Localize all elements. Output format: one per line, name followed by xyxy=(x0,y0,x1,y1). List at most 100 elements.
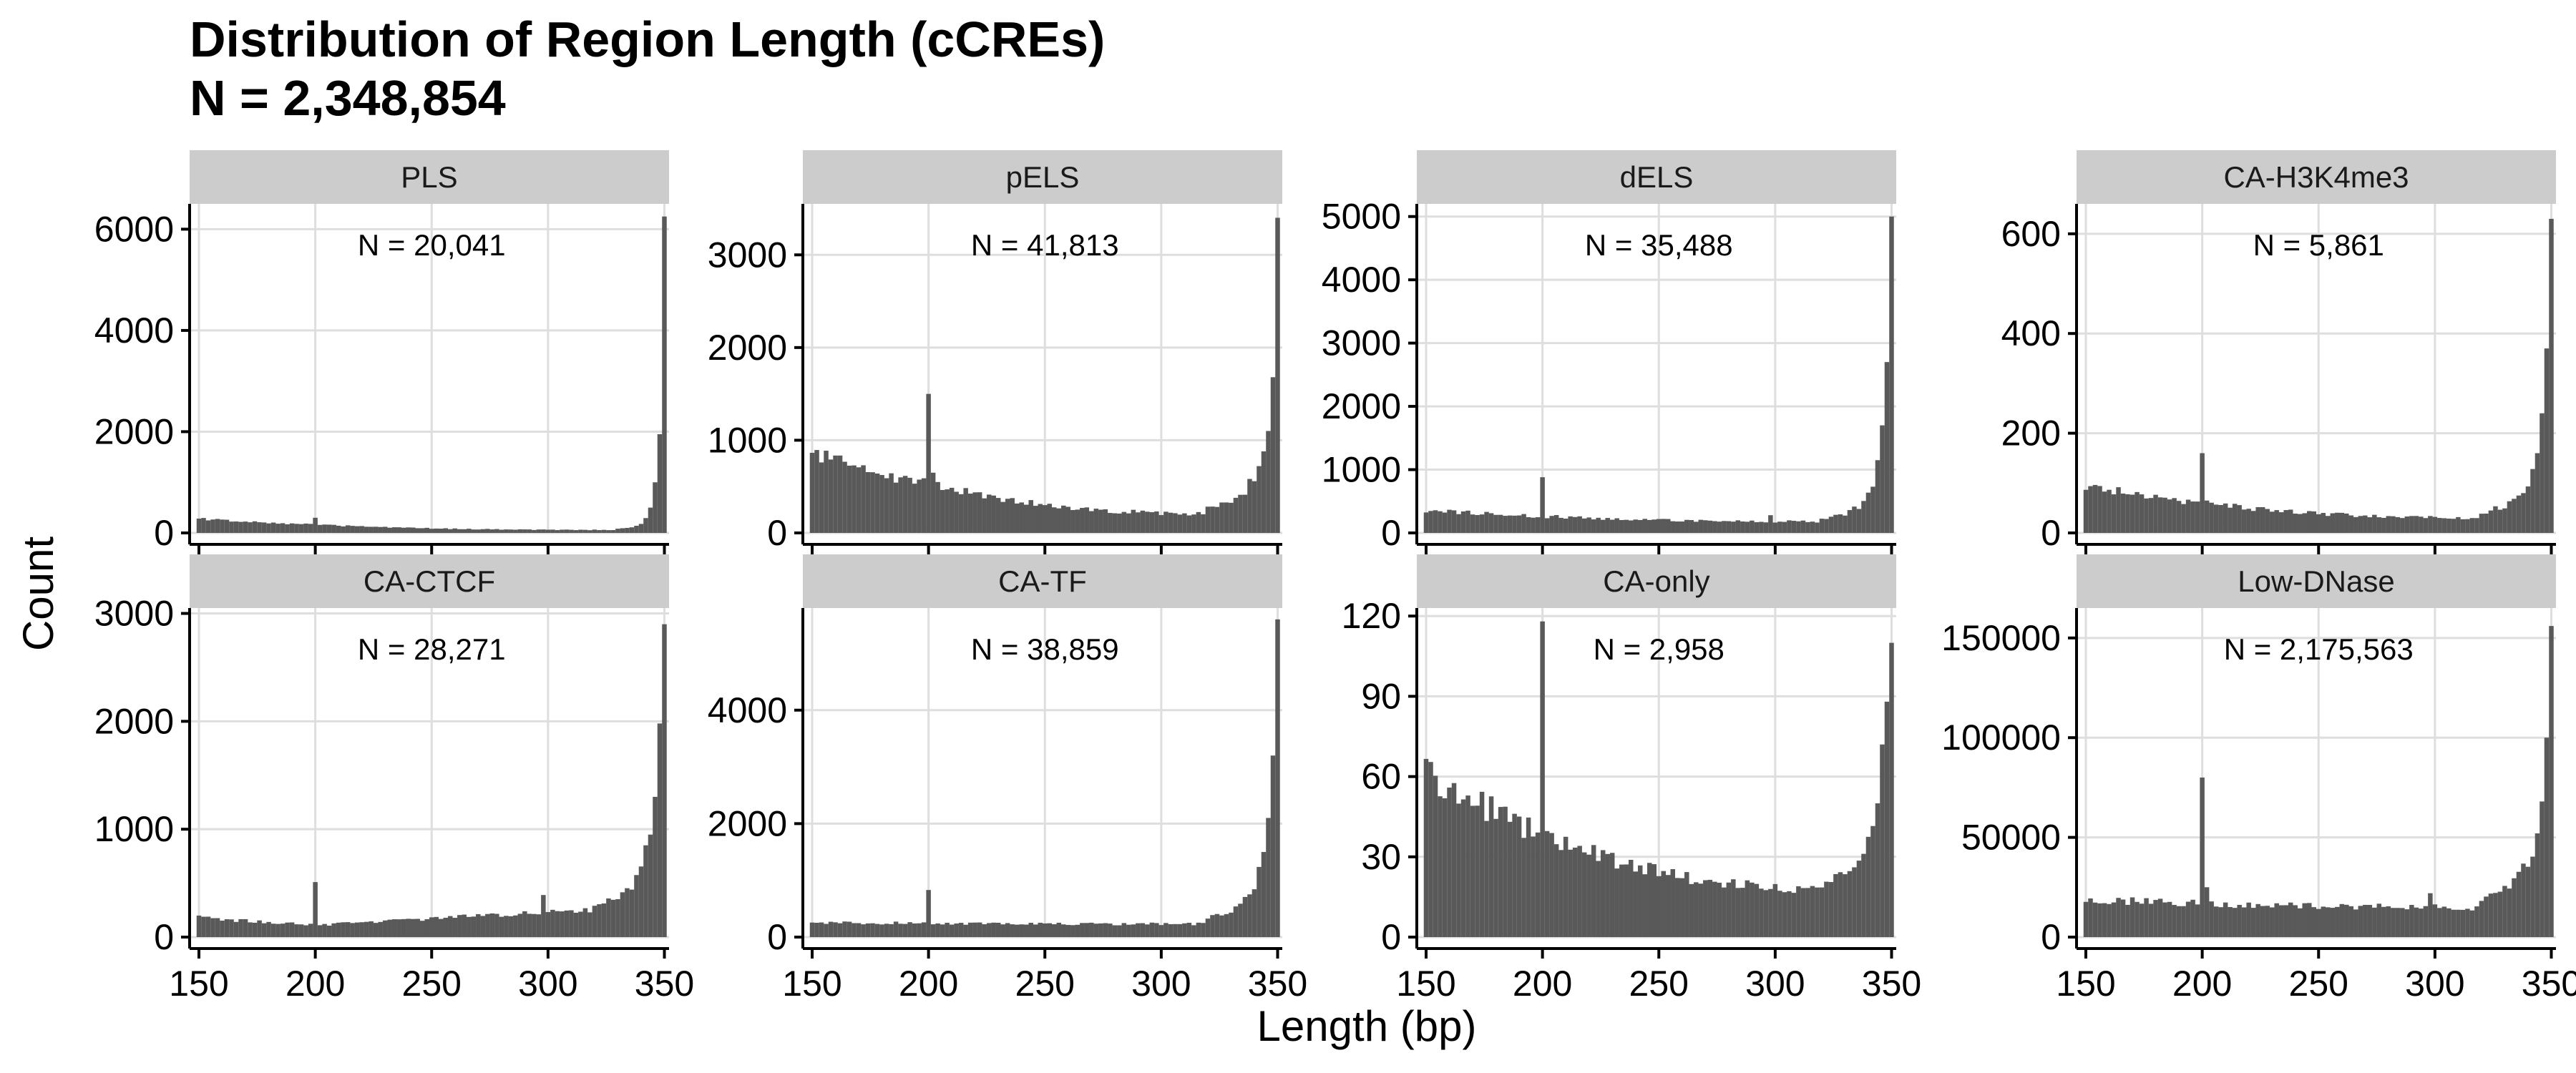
histogram-bar xyxy=(2297,514,2303,533)
histogram-bar xyxy=(1061,924,1066,937)
x-tick-label: 350 xyxy=(1862,964,1921,1004)
histogram-bar xyxy=(2348,515,2354,533)
histogram-bar xyxy=(954,491,959,533)
histogram-bar xyxy=(345,922,351,937)
histogram-bar xyxy=(1553,844,1559,937)
histogram-bar xyxy=(1759,888,1764,937)
histogram-bar xyxy=(326,524,332,533)
histogram-bar xyxy=(2172,905,2177,937)
histogram-bar xyxy=(2335,906,2340,937)
histogram-bar xyxy=(1558,850,1563,937)
histogram-bar xyxy=(2507,501,2512,533)
histogram-bar xyxy=(2288,509,2293,533)
histogram-bar xyxy=(949,924,955,937)
histogram-bar xyxy=(2344,904,2349,937)
histogram-bar xyxy=(1191,925,1196,937)
histogram-bar xyxy=(2088,486,2093,533)
histogram-bar xyxy=(2530,856,2535,937)
histogram-bar xyxy=(1229,502,1234,533)
histogram-bar xyxy=(1540,621,1545,937)
x-tick-label: 300 xyxy=(518,964,577,1004)
histogram-bar xyxy=(452,918,458,937)
histogram-bar xyxy=(2293,514,2298,533)
histogram-bar xyxy=(1707,879,1713,937)
histogram-bar xyxy=(2116,487,2121,533)
facet-strip-label: pELS xyxy=(1006,160,1080,194)
histogram-bar xyxy=(1694,521,1699,533)
histogram-bar xyxy=(2102,491,2107,533)
histogram-bar xyxy=(2414,907,2419,937)
histogram-bar xyxy=(1023,504,1029,533)
histogram-bar xyxy=(1526,817,1531,937)
histogram-bar xyxy=(2092,484,2098,533)
histogram-bar xyxy=(1637,865,1643,937)
histogram-bar xyxy=(1182,513,1187,533)
histogram-bar xyxy=(2162,902,2167,937)
histogram-bar xyxy=(243,918,248,937)
histogram-bar xyxy=(2353,909,2358,937)
histogram-bar xyxy=(1759,521,1764,533)
y-tick-label: 0 xyxy=(767,917,787,957)
histogram-bar xyxy=(1112,925,1118,937)
histogram-bars xyxy=(1423,216,1894,533)
histogram-bar xyxy=(940,924,945,937)
histogram-bar xyxy=(879,475,884,533)
histogram-bar xyxy=(2358,906,2363,937)
histogram-bar xyxy=(1028,923,1033,937)
x-tick-label: 150 xyxy=(1396,964,1455,1004)
histogram-bar xyxy=(1642,874,1647,937)
histogram-bar xyxy=(620,528,625,533)
histogram-bar xyxy=(917,923,922,937)
histogram-bar xyxy=(1043,923,1048,937)
histogram-bar xyxy=(1173,923,1178,937)
facet-panel-ca-h3k4me3: CA-H3K4me3 0 200 400 600 N = 5,861 xyxy=(2001,150,2556,554)
histogram-bar xyxy=(1136,512,1141,533)
histogram-bar xyxy=(1637,519,1643,533)
histogram-bar xyxy=(2376,903,2382,937)
histogram-bar xyxy=(1852,506,1857,533)
histogram-bar xyxy=(963,924,968,937)
histogram-bar xyxy=(930,924,936,937)
histogram-bar xyxy=(1075,924,1080,937)
x-tick-label: 350 xyxy=(2522,964,2576,1004)
histogram-bar xyxy=(317,524,323,533)
histogram-bar xyxy=(1722,887,1727,937)
histogram-bar xyxy=(898,923,903,937)
x-tick-label: 150 xyxy=(169,964,228,1004)
histogram-bar xyxy=(889,923,894,937)
histogram-bar xyxy=(2260,506,2265,533)
count-annotation: N = 2,958 xyxy=(1594,632,1724,666)
histogram-bar xyxy=(1544,831,1550,937)
histogram-bar xyxy=(2278,905,2284,937)
histogram-bar xyxy=(945,489,950,533)
histogram-bar xyxy=(1628,520,1634,533)
histogram-bar xyxy=(1275,619,1280,937)
histogram-bar xyxy=(1121,511,1127,533)
histogram-bar xyxy=(1084,507,1090,533)
y-tick-label: 3000 xyxy=(708,235,787,275)
histogram-bar xyxy=(1828,882,1834,937)
histogram-bar xyxy=(1666,875,1671,937)
histogram-bar xyxy=(1750,520,1755,533)
count-annotation: N = 20,041 xyxy=(358,228,506,262)
histogram-bar xyxy=(1163,923,1169,937)
histogram-bar xyxy=(2185,901,2191,937)
histogram-bar xyxy=(592,529,597,533)
histogram-bar xyxy=(2176,501,2182,533)
histogram-bar xyxy=(1619,864,1624,937)
histogram-bar xyxy=(275,923,280,937)
histogram-bar xyxy=(2162,497,2167,533)
histogram-bar xyxy=(1777,521,1782,533)
histogram-bar xyxy=(406,918,411,937)
histogram-bar xyxy=(1684,519,1689,533)
histogram-bar xyxy=(814,450,819,533)
histogram-bar xyxy=(1800,888,1806,937)
histogram-bar xyxy=(2302,513,2307,533)
histogram-bar xyxy=(2144,498,2149,533)
histogram-bar xyxy=(1173,513,1178,533)
histogram-bar xyxy=(313,517,318,533)
histogram-bar xyxy=(1093,509,1099,533)
histogram-bar xyxy=(1186,922,1192,937)
histogram-bar xyxy=(991,495,996,533)
histogram-bar xyxy=(1163,511,1169,533)
